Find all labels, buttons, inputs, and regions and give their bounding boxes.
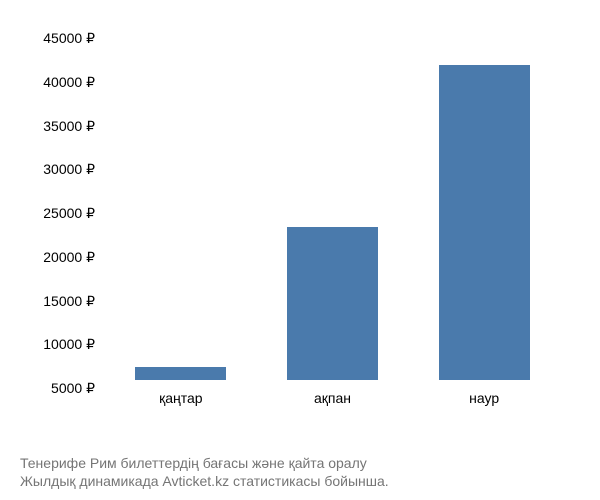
bar: [135, 367, 226, 380]
caption-line-1: Тенерифе Рим билеттердің бағасы және қай…: [20, 454, 389, 472]
chart-container: 5000 ₽10000 ₽15000 ₽20000 ₽25000 ₽30000 …: [20, 20, 580, 420]
x-tick-label: ақпан: [314, 390, 351, 406]
caption-line-2: Жылдық динамикада Avticket.kz статистика…: [20, 472, 389, 490]
y-axis: 5000 ₽10000 ₽15000 ₽20000 ₽25000 ₽30000 …: [20, 30, 100, 380]
x-tick-label: наур: [469, 390, 499, 406]
plot-area: [105, 30, 560, 380]
bar: [287, 227, 378, 380]
x-axis: қаңтар ақпан наур: [105, 385, 560, 415]
chart-caption: Тенерифе Рим билеттердің бағасы және қай…: [20, 454, 389, 490]
x-tick-label: қаңтар: [159, 390, 202, 406]
bar: [439, 65, 530, 380]
